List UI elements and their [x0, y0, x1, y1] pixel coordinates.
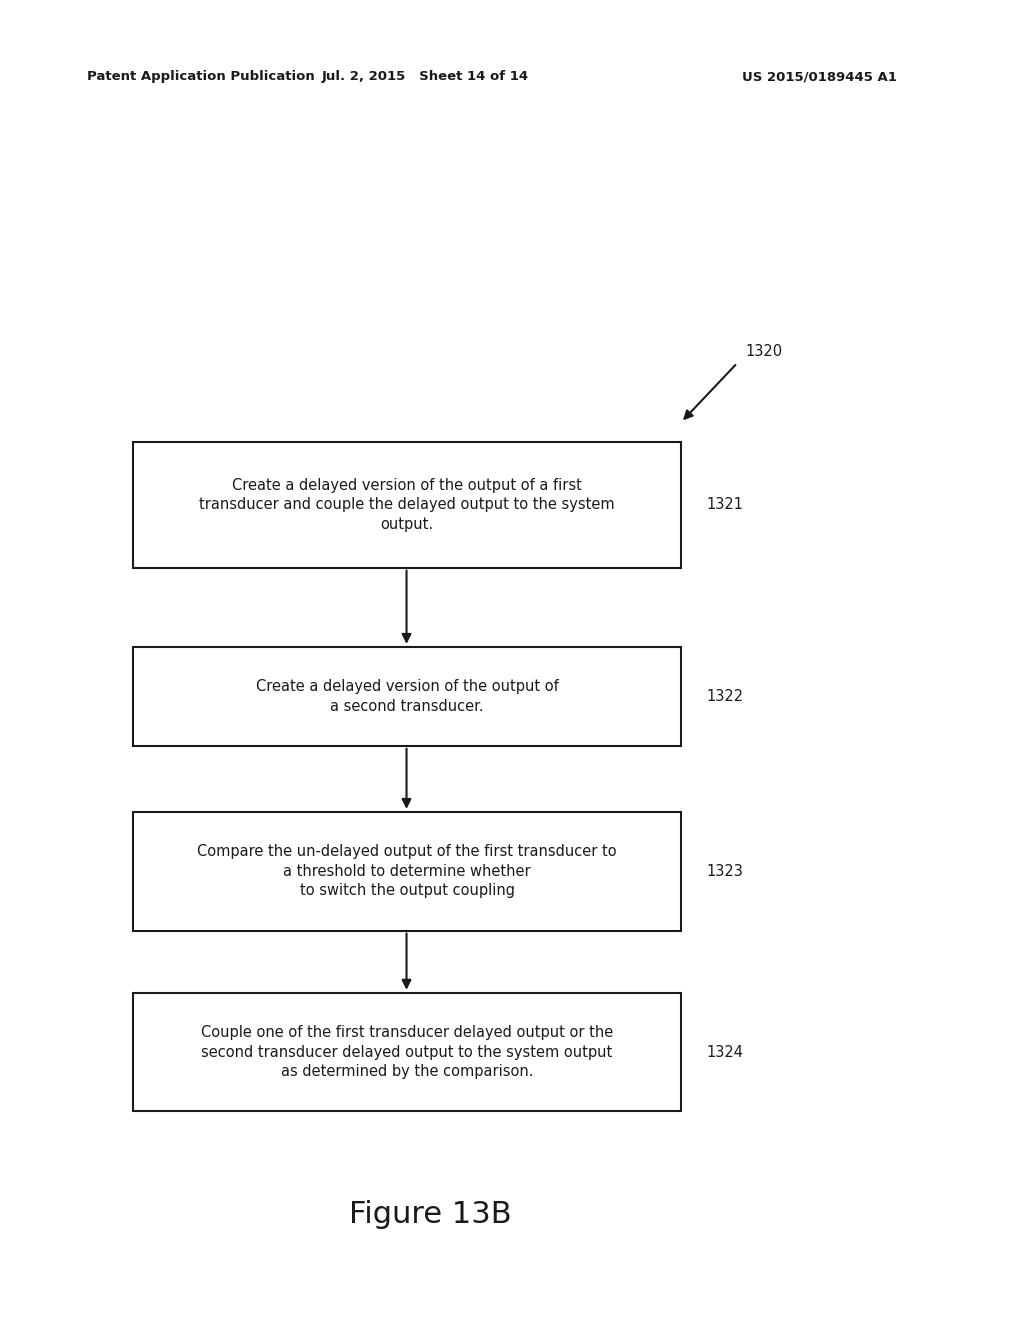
Text: Couple one of the first transducer delayed output or the
second transducer delay: Couple one of the first transducer delay… [201, 1024, 613, 1080]
Text: 1324: 1324 [707, 1044, 743, 1060]
Text: Create a delayed version of the output of
a second transducer.: Create a delayed version of the output o… [256, 678, 558, 714]
Text: Create a delayed version of the output of a first
transducer and couple the dela: Create a delayed version of the output o… [200, 478, 614, 532]
Text: 1321: 1321 [707, 498, 743, 512]
Text: Patent Application Publication: Patent Application Publication [87, 70, 314, 83]
Text: Figure 13B: Figure 13B [349, 1200, 511, 1229]
FancyBboxPatch shape [133, 647, 681, 746]
Text: 1323: 1323 [707, 863, 743, 879]
Text: US 2015/0189445 A1: US 2015/0189445 A1 [741, 70, 897, 83]
Text: 1320: 1320 [745, 345, 782, 359]
Text: Compare the un-delayed output of the first transducer to
a threshold to determin: Compare the un-delayed output of the fir… [198, 843, 616, 899]
FancyBboxPatch shape [133, 993, 681, 1111]
FancyBboxPatch shape [133, 442, 681, 568]
FancyBboxPatch shape [133, 812, 681, 931]
Text: Jul. 2, 2015   Sheet 14 of 14: Jul. 2, 2015 Sheet 14 of 14 [322, 70, 528, 83]
Text: 1322: 1322 [707, 689, 743, 704]
